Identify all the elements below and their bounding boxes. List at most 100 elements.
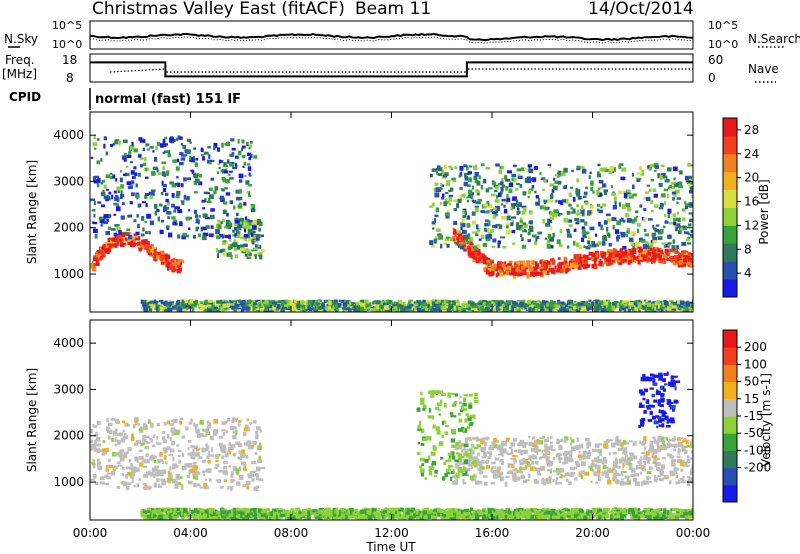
echo-cell: [614, 301, 619, 304]
echo-cell: [577, 266, 582, 270]
echo-cell: [146, 213, 152, 219]
echo-cell: [234, 233, 238, 236]
echo-cell: [190, 156, 193, 160]
echo-cell: [147, 473, 151, 476]
echo-cell: [635, 210, 639, 214]
echo-cell: [564, 450, 569, 455]
echo-cell: [526, 180, 532, 184]
echo-cell: [110, 228, 115, 231]
echo-cell: [202, 460, 206, 463]
echo-cell: [144, 195, 148, 199]
echo-cell: [610, 254, 615, 259]
echo-cell: [537, 235, 540, 239]
echo-cell: [453, 221, 458, 225]
echo-cell: [482, 242, 487, 247]
echo-cell: [591, 252, 597, 258]
echo-cell: [205, 191, 210, 195]
echo-cell: [627, 308, 631, 312]
echo-cell: [172, 306, 178, 310]
echo-cell: [245, 480, 251, 485]
echo-cell: [213, 146, 216, 150]
echo-cell: [657, 445, 661, 451]
echo-cell: [376, 304, 380, 309]
echo-cell: [634, 473, 639, 477]
echo-cell: [665, 220, 668, 223]
echo-cell: [440, 170, 445, 174]
echo-cell: [134, 242, 138, 245]
echo-cell: [540, 465, 546, 469]
echo-cell: [556, 468, 560, 471]
echo-cell: [257, 225, 260, 229]
echo-cell: [445, 182, 451, 187]
echo-cell: [164, 136, 168, 140]
echo-cell: [233, 239, 236, 244]
echo-cell: [648, 255, 652, 258]
echo-cell: [119, 432, 123, 437]
echo-cell: [440, 243, 443, 249]
echo-cell: [271, 301, 277, 304]
echo-cell: [435, 170, 438, 175]
echo-cell: [611, 307, 614, 311]
echo-cell: [475, 259, 479, 264]
echo-cell: [568, 308, 573, 312]
echo-cell: [604, 304, 608, 310]
echo-cell: [123, 233, 126, 236]
echo-cell: [659, 469, 663, 473]
echo-cell: [372, 301, 375, 305]
echo-cell: [638, 467, 643, 470]
echo-cell: [583, 254, 588, 258]
echo-cell: [253, 155, 258, 159]
echo-cell: [513, 263, 519, 269]
colorbar-swatch: [723, 189, 737, 208]
power-heatmap: [90, 135, 693, 312]
echo-cell: [641, 451, 646, 455]
echo-cell: [171, 203, 175, 208]
echo-cell: [553, 185, 558, 191]
echo-cell: [205, 299, 208, 303]
echo-cell: [148, 421, 152, 424]
echo-cell: [241, 139, 245, 144]
echo-cell: [583, 200, 589, 204]
echo-cell: [622, 481, 628, 485]
echo-cell: [238, 173, 244, 179]
nave-series: [110, 68, 693, 73]
echo-cell: [655, 305, 660, 309]
echo-cell: [657, 250, 661, 255]
echo-cell: [466, 473, 469, 477]
echo-cell: [615, 457, 618, 461]
echo-cell: [621, 254, 626, 258]
echo-cell: [682, 209, 686, 212]
echo-cell: [457, 238, 460, 243]
echo-cell: [617, 439, 622, 444]
echo-cell: [642, 248, 647, 252]
echo-cell: [142, 482, 147, 485]
echo-cell: [490, 209, 494, 212]
echo-cell: [484, 452, 487, 456]
echo-cell: [690, 234, 693, 238]
echo-cell: [667, 234, 672, 239]
echo-cell: [559, 452, 562, 457]
echo-cell: [580, 166, 585, 169]
echo-cell: [244, 301, 247, 307]
echo-cell: [429, 240, 434, 246]
echo-cell: [649, 163, 654, 167]
echo-cell: [161, 480, 167, 486]
echo-cell: [162, 439, 167, 444]
echo-cell: [123, 157, 127, 162]
echo-cell: [145, 305, 151, 309]
echo-cell: [247, 166, 252, 171]
echo-cell: [221, 142, 224, 148]
echo-cell: [677, 230, 682, 235]
echo-cell: [650, 303, 655, 309]
echo-cell: [478, 175, 481, 180]
echo-cell: [209, 307, 213, 312]
echo-cell: [552, 457, 556, 461]
echo-cell: [499, 181, 504, 186]
echo-cell: [448, 189, 453, 192]
echo-cell: [605, 213, 611, 217]
echo-cell: [637, 461, 642, 465]
echo-cell: [490, 303, 495, 307]
echo-cell: [467, 307, 471, 311]
echo-cell: [651, 436, 655, 439]
echo-cell: [150, 439, 153, 443]
